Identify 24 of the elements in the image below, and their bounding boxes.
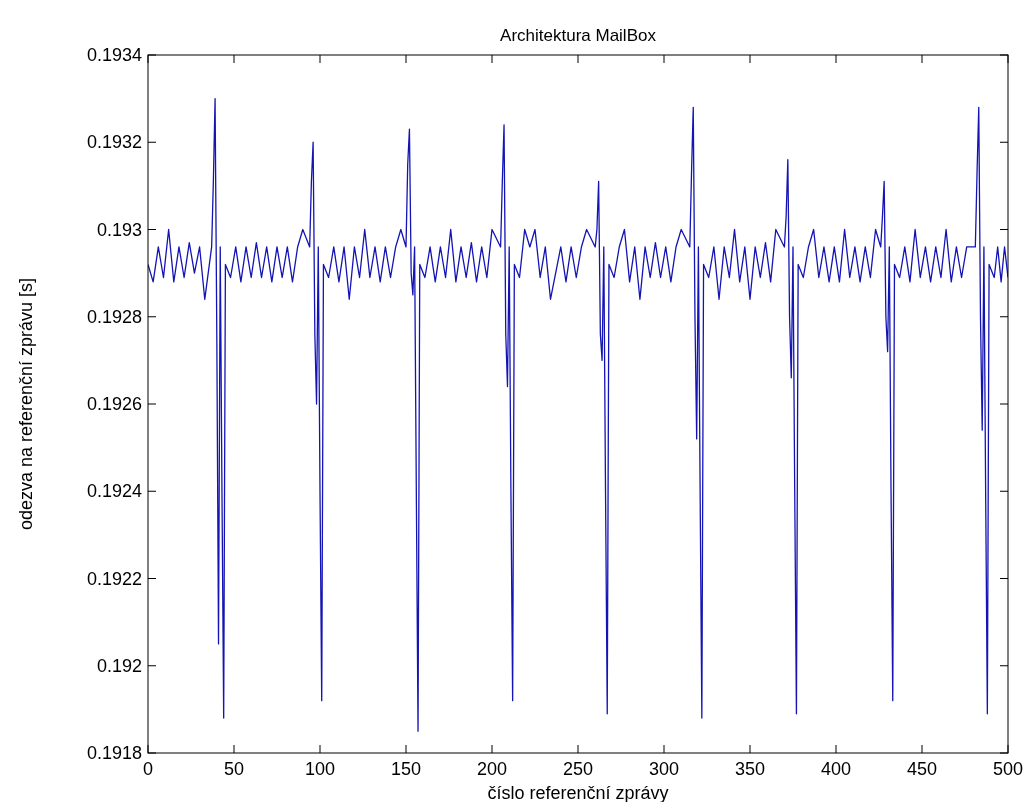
y-tick-label: 0.192 bbox=[96, 655, 142, 676]
y-tick-label: 0.1924 bbox=[86, 481, 142, 502]
x-tick-label: 200 bbox=[476, 759, 508, 779]
y-axis-title: odezva na referenční zprávu [s] bbox=[16, 277, 36, 531]
x-tick-label: 0 bbox=[142, 759, 154, 779]
x-tick-label: 300 bbox=[648, 759, 680, 779]
x-tick-label: 150 bbox=[390, 759, 422, 779]
line-series bbox=[148, 97, 1008, 732]
x-tick-label: 350 bbox=[734, 759, 766, 779]
x-tick-label: 450 bbox=[906, 759, 938, 779]
y-tick-label: 0.1918 bbox=[86, 743, 142, 763]
y-tick-label: 0.1934 bbox=[86, 45, 142, 65]
x-axis-title: číslo referenční zprávy bbox=[487, 783, 669, 803]
x-tick-label: 500 bbox=[992, 759, 1024, 779]
x-tick-label: 400 bbox=[820, 759, 852, 779]
x-tick-label: 50 bbox=[223, 759, 245, 779]
y-tick-label: 0.1922 bbox=[86, 568, 142, 589]
x-tick-label: 250 bbox=[562, 759, 594, 779]
y-tick-label: 0.193 bbox=[96, 219, 142, 240]
x-tick-label: 100 bbox=[304, 759, 336, 779]
y-tick-label: 0.1926 bbox=[86, 394, 142, 414]
chart-title: Architektura MailBox bbox=[500, 26, 657, 45]
y-tick-label: 0.1932 bbox=[86, 132, 142, 153]
y-tick-label: 0.1928 bbox=[86, 306, 142, 327]
